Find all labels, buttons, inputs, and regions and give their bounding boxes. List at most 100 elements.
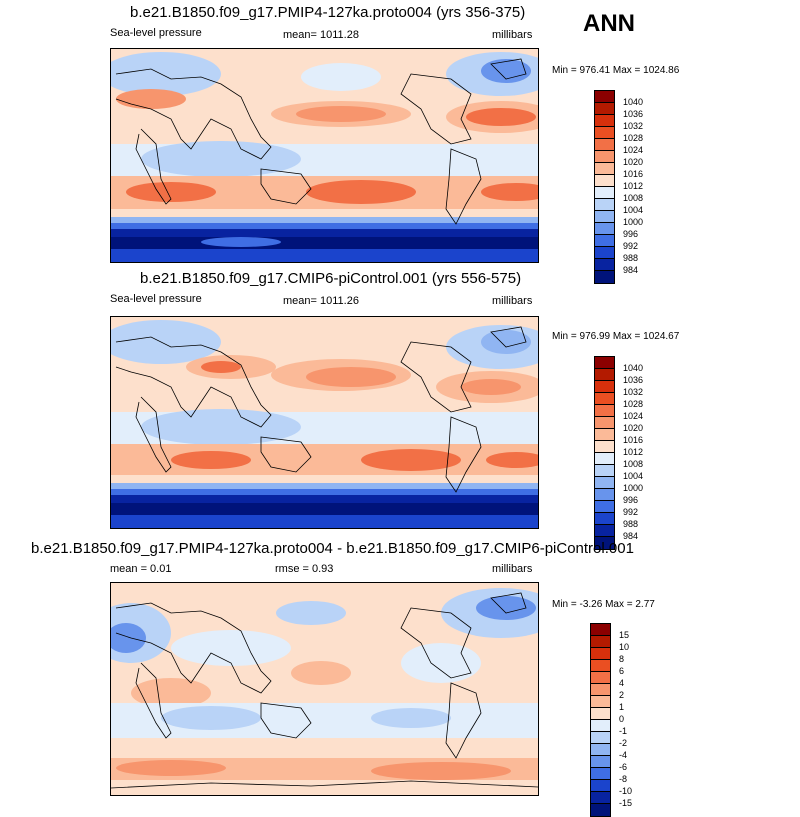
panel-2-swatch [595,477,614,489]
panel-1-swatch [595,259,614,271]
panel-1-swatch [595,235,614,247]
panel-1-map [110,48,539,263]
panel-1-colorbar-label: 1020 [623,157,644,167]
panel-1-colorbar [594,90,615,284]
panel-3-swatch [591,660,610,672]
panel-1-swatch [595,211,614,223]
panel-2-swatch [595,489,614,501]
panel-1-swatch [595,151,614,163]
panel-1-swatch [595,175,614,187]
panel-2-colorbar-label: 1020 [623,423,644,433]
panel-2-colorbar-label: 1000 [623,483,644,493]
panel-3-colorbar-label: 8 [619,654,625,664]
panel-3-colorbar-label: 1 [619,702,625,712]
panel-2-colorbar-label: 992 [623,507,639,517]
panel-2-colorbar [594,356,615,550]
panel-2-swatch [595,465,614,477]
panel-3-colorbar-label: -2 [619,738,628,748]
panel-1-colorbar-label: 1004 [623,205,644,215]
panel-2-minmax: Min = 976.99 Max = 1024.67 [552,331,680,342]
panel-2-swatch [595,369,614,381]
panel-2-colorbar-label: 1016 [623,435,644,445]
panel-2-units: millibars [492,295,533,307]
panel-1-colorbar-label: 992 [623,241,639,251]
panel-1-colorbar-label: 1012 [623,181,644,191]
panel-2-variable-label: Sea-level pressure [110,293,202,305]
panel-3-title: b.e21.B1850.f09_g17.PMIP4-127ka.proto004… [31,540,634,557]
panel-3-minmax: Min = -3.26 Max = 2.77 [552,599,655,610]
panel-3-swatch [591,732,610,744]
panel-1-colorbar-label: 1028 [623,133,644,143]
panel-2-map-field [111,317,538,528]
panel-3-units: millibars [492,563,533,575]
panel-1-colorbar-label: 1036 [623,109,644,119]
panel-3-swatch [591,672,610,684]
panel-3-colorbar-label: 2 [619,690,625,700]
panel-1-units: millibars [492,29,533,41]
panel-1-swatch [595,187,614,199]
panel-3-swatch [591,780,610,792]
panel-2-colorbar-label: 1032 [623,387,644,397]
panel-2-map [110,316,539,529]
panel-1-swatch [595,115,614,127]
panel-2-colorbar-label: 1036 [623,375,644,385]
panel-2-swatch [595,525,614,537]
panel-3-swatch [591,624,610,636]
panel-3-colorbar-label: -6 [619,762,628,772]
panel-3-colorbar-label: -8 [619,774,628,784]
panel-2-colorbar-label: 1024 [623,411,644,421]
panel-2-colorbar-label: 1012 [623,447,644,457]
panel-1-colorbar-label: 1040 [623,97,644,107]
panel-2-swatch [595,429,614,441]
panel-3-swatch [591,756,610,768]
panel-2-swatch [595,381,614,393]
season-label: ANN [583,10,635,37]
panel-1-colorbar-label: 988 [623,253,639,263]
panel-2-swatch [595,453,614,465]
panel-3-mean: mean = 0.01 [110,563,172,575]
panel-3-colorbar-label: 10 [619,642,630,652]
panel-1-swatch [595,163,614,175]
panel-1-variable-label: Sea-level pressure [110,27,202,39]
panel-2-swatch [595,513,614,525]
panel-2-mean: mean= 1011.26 [283,295,359,307]
panel-3-colorbar [590,623,611,817]
panel-3-colorbar-label: 6 [619,666,625,676]
panel-3-swatch [591,720,610,732]
panel-2-title: b.e21.B1850.f09_g17.CMIP6-piControl.001 … [140,270,522,287]
panel-3-swatch [591,768,610,780]
panel-1-colorbar-label: 1008 [623,193,644,203]
panel-3-colorbar-label: 0 [619,714,625,724]
panel-2-colorbar-label: 1008 [623,459,644,469]
panel-1-swatch [595,127,614,139]
panel-3-swatch [591,744,610,756]
panel-2-swatch [595,441,614,453]
panel-2-colorbar-label: 996 [623,495,639,505]
panel-2-swatch [595,501,614,513]
panel-3-swatch [591,708,610,720]
panel-3-swatch [591,696,610,708]
panel-2-colorbar-label: 988 [623,519,639,529]
panel-1-swatch [595,247,614,259]
panel-1-minmax: Min = 976.41 Max = 1024.86 [552,65,680,76]
panel-1-swatch [595,199,614,211]
panel-1-swatch [595,103,614,115]
panel-1-map-field [111,49,538,262]
panel-3-swatch [591,648,610,660]
panel-1-mean: mean= 1011.28 [283,29,359,41]
panel-2-swatch [595,417,614,429]
panel-1-swatch [595,271,614,283]
panel-1-swatch [595,223,614,235]
panel-2-colorbar-label: 1004 [623,471,644,481]
panel-3-colorbar-label: 4 [619,678,625,688]
panel-3-swatch [591,636,610,648]
panel-2-colorbar-label: 984 [623,531,639,541]
panel-1-colorbar-label: 1016 [623,169,644,179]
panel-3-swatch [591,684,610,696]
panel-2-colorbar-label: 1040 [623,363,644,373]
panel-3-map-field [111,583,538,795]
panel-2-colorbar-label: 1028 [623,399,644,409]
panel-3-map [110,582,539,796]
panel-1-swatch [595,139,614,151]
panel-1-colorbar-label: 1000 [623,217,644,227]
